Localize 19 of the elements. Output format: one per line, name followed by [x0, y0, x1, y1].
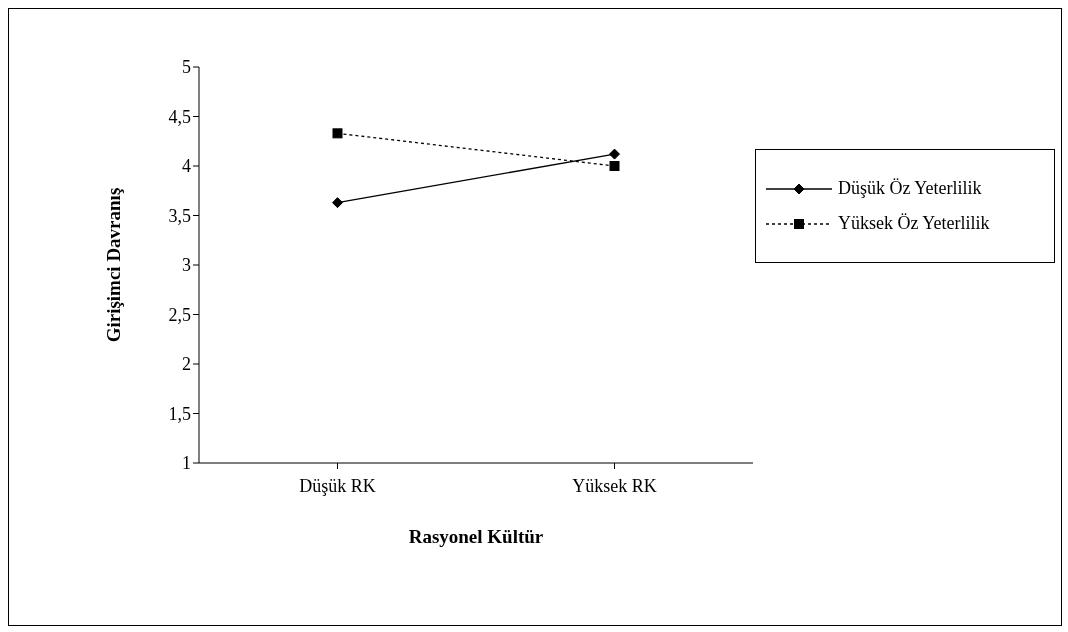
x-axis-title: Rasyonel Kültür — [408, 526, 544, 547]
y-tick-label: 2,5 — [168, 304, 191, 325]
y-tick-label: 5 — [182, 57, 191, 78]
point — [332, 197, 343, 209]
point — [609, 148, 620, 160]
x-tick-label: Yüksek RK — [572, 475, 657, 496]
y-tick-label: 4 — [182, 156, 191, 177]
point — [332, 128, 343, 139]
y-tick-label: 3,5 — [168, 205, 191, 226]
y-tick-label: 4,5 — [168, 106, 191, 127]
y-tick-label: 1,5 — [168, 403, 191, 424]
legend-label: Düşük Öz Yeterlilik — [838, 178, 982, 199]
x-tick-label: Düşük RK — [299, 475, 376, 496]
point — [609, 161, 620, 171]
legend-label: Yüksek Öz Yeterlilik — [838, 213, 990, 234]
y-axis-title: Girişimci Davranış — [102, 187, 124, 343]
y-tick-label: 3 — [182, 255, 191, 276]
y-tick-label: 1 — [182, 453, 191, 474]
y-tick-label: 2 — [182, 354, 191, 375]
